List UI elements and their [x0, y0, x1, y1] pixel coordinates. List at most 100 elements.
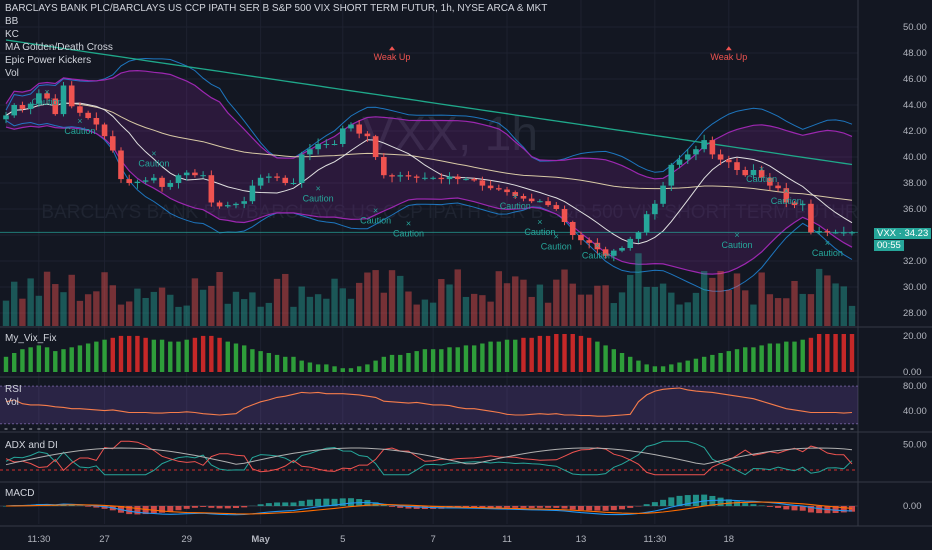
rsi-vol-tick — [563, 428, 567, 430]
macd-histogram-bar — [68, 504, 75, 506]
time-axis-label[interactable]: 13 — [576, 534, 587, 545]
rsi-vol-tick — [702, 428, 706, 430]
rsi-vol-tick — [70, 428, 74, 430]
time-axis-label[interactable]: 11 — [502, 534, 512, 545]
time-axis-label[interactable]: 27 — [99, 534, 110, 545]
rsi-vol-tick — [283, 428, 287, 430]
macd-histogram-bar — [159, 506, 166, 513]
time-axis-label[interactable]: 11:30 — [27, 534, 50, 545]
macd-histogram-bar — [766, 506, 773, 507]
volume-bar — [462, 296, 470, 326]
time-axis-label[interactable]: 18 — [724, 534, 735, 545]
weak-up-label: Weak Up — [374, 52, 411, 62]
price-axis-label: 28.00 — [903, 308, 927, 319]
time-axis-label[interactable]: 29 — [181, 534, 192, 545]
macd-histogram-bar — [528, 506, 535, 508]
volume-bar — [627, 274, 634, 326]
vixfix-bar — [85, 343, 91, 372]
macd-histogram-bar — [405, 506, 412, 509]
rsi-vol-tick — [636, 428, 640, 430]
volume-bar — [150, 291, 158, 326]
time-axis-label[interactable]: May — [251, 534, 270, 545]
rsi-vol-tick — [29, 428, 33, 430]
volume-bar — [11, 281, 18, 326]
macd-histogram-bar — [479, 506, 486, 508]
macd-histogram-bar — [643, 504, 650, 506]
candle-body — [701, 140, 707, 150]
macd-histogram-bar — [783, 506, 790, 510]
volume-bar — [659, 283, 667, 326]
keltner-fill — [6, 70, 852, 275]
macd-histogram-bar — [569, 506, 576, 510]
rsi-vol-tick — [834, 428, 838, 430]
vixfix-bar — [422, 349, 428, 372]
macd-histogram-bar — [191, 506, 198, 508]
volume-bar — [717, 271, 724, 326]
vixfix-bar — [258, 351, 263, 372]
vixfix-pane-title[interactable]: My_Vix_Fix — [5, 333, 57, 344]
vixfix-bar — [800, 339, 805, 372]
volume-bar — [799, 293, 806, 326]
vixfix-bar — [611, 349, 617, 372]
indicator-vol[interactable]: Vol — [5, 68, 19, 79]
rsi-vol-tick — [661, 428, 665, 430]
caution-marker: × — [77, 116, 82, 126]
candle-body — [282, 177, 289, 183]
candle-body — [602, 249, 609, 256]
volume-bar — [175, 306, 182, 326]
candle-body — [676, 159, 683, 165]
rsi-vol-tick — [793, 428, 797, 430]
candle-body — [840, 232, 847, 234]
volume-bar — [742, 290, 749, 326]
vixfix-bar — [307, 362, 313, 372]
price-axis-label: 40.00 — [903, 152, 927, 163]
time-axis-label[interactable]: 5 — [340, 534, 345, 545]
weak-up-marker — [389, 46, 396, 51]
candle-body — [11, 105, 18, 116]
candle-body — [331, 144, 338, 145]
volume-bar — [503, 283, 511, 326]
vixfix-bar — [143, 337, 148, 372]
rsi-vol-tick — [694, 428, 698, 430]
time-axis-label[interactable]: 7 — [430, 534, 435, 545]
rsi-vol-tick — [135, 428, 139, 430]
caution-marker: × — [44, 87, 49, 97]
macd-histogram-bar — [668, 497, 675, 506]
candle-body — [512, 192, 519, 196]
time-axis-label[interactable]: 11:30 — [643, 534, 666, 545]
macd-histogram-bar — [553, 506, 560, 508]
indicator-ma-cross[interactable]: MA Golden/Death Cross — [5, 42, 113, 53]
adx-axis-label: 50.00 — [903, 440, 927, 451]
candle-body — [68, 85, 75, 107]
rsi-vol-tick — [678, 428, 682, 430]
vixfix-bar — [693, 358, 699, 372]
vixfix-bar — [529, 337, 534, 372]
rsi-vol-tick — [152, 428, 156, 430]
indicator-bb[interactable]: BB — [5, 16, 19, 27]
macd-histogram-bar — [134, 506, 141, 515]
volume-bar — [553, 279, 560, 326]
rsi-vol-tick — [439, 428, 443, 430]
macd-pane-title[interactable]: MACD — [5, 488, 35, 499]
ma-mid-line — [5, 102, 853, 201]
rsi-vol-tick — [242, 428, 246, 430]
vixfix-bar — [734, 349, 740, 372]
vixfix-bar — [94, 341, 99, 372]
macd-histogram-bar — [512, 506, 519, 508]
volume-bar — [774, 298, 782, 326]
rsi-vol-tick — [604, 428, 608, 430]
adx-pane-title[interactable]: ADX and DI — [5, 440, 58, 451]
volume-bar — [60, 292, 67, 326]
vixfix-bar — [225, 341, 230, 372]
volume-bar — [380, 292, 388, 326]
vixfix-bar — [250, 349, 255, 372]
rsi-pane-title[interactable]: RSI — [5, 384, 22, 395]
indicator-power-kickers[interactable]: Epic Power Kickers — [5, 55, 92, 66]
indicator-kc[interactable]: KC — [5, 29, 19, 40]
vixfix-bar — [348, 368, 354, 372]
volume-bar — [520, 279, 527, 326]
rsi-vol-tick — [374, 428, 378, 430]
rsi-vol-tick — [45, 428, 49, 430]
macd-histogram-bar — [241, 506, 248, 508]
